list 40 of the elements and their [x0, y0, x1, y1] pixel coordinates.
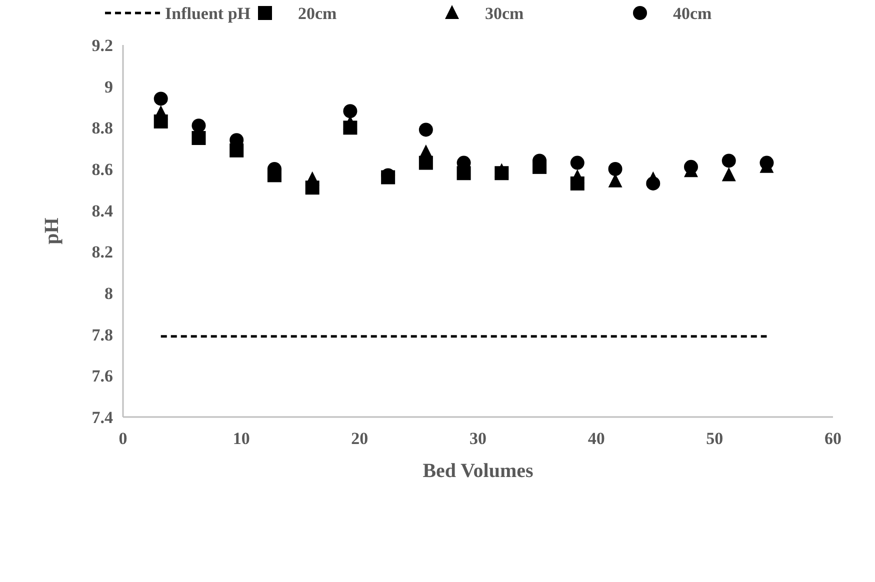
legend-label: 40cm — [673, 4, 712, 23]
point — [494, 163, 509, 178]
y-tick-label: 7.8 — [92, 325, 113, 344]
y-tick-label: 9 — [104, 77, 113, 96]
x-axis-title: Bed Volumes — [422, 460, 534, 482]
point — [192, 131, 206, 145]
x-tick-label: 10 — [232, 429, 250, 448]
y-tick-label: 9.2 — [92, 36, 113, 55]
point — [722, 154, 736, 168]
x-tick-label: 40 — [588, 429, 605, 448]
point — [684, 160, 698, 174]
point — [608, 162, 622, 176]
x-tick-label: 20 — [351, 429, 368, 448]
y-tick-label: 7.6 — [92, 366, 113, 386]
point — [722, 167, 736, 182]
legend-label: 20cm — [298, 4, 337, 23]
x-tick-label: 30 — [470, 429, 486, 448]
point — [305, 171, 320, 186]
x-tick-label: 60 — [824, 429, 842, 448]
point — [154, 105, 168, 120]
x-tick-label: 50 — [706, 429, 724, 448]
legend-label: Influent pH — [165, 4, 250, 23]
y-axis-title: pH — [41, 217, 63, 244]
point — [192, 118, 206, 133]
y-tick-label: 8.6 — [92, 160, 113, 179]
point — [760, 156, 774, 170]
y-tick-label: 8.4 — [92, 201, 114, 220]
y-tick-label: 8.8 — [92, 118, 113, 138]
point — [418, 122, 433, 137]
point — [154, 92, 168, 106]
legend-label: 30cm — [485, 4, 524, 23]
y-tick-label: 8 — [104, 284, 113, 303]
y-tick-label: 7.4 — [92, 408, 114, 427]
x-tick-label: 0 — [118, 429, 128, 448]
point — [646, 176, 660, 190]
point — [570, 169, 584, 184]
point — [343, 104, 358, 118]
point — [570, 156, 584, 170]
point — [418, 144, 433, 158]
y-tick-label: 8.2 — [92, 242, 113, 262]
